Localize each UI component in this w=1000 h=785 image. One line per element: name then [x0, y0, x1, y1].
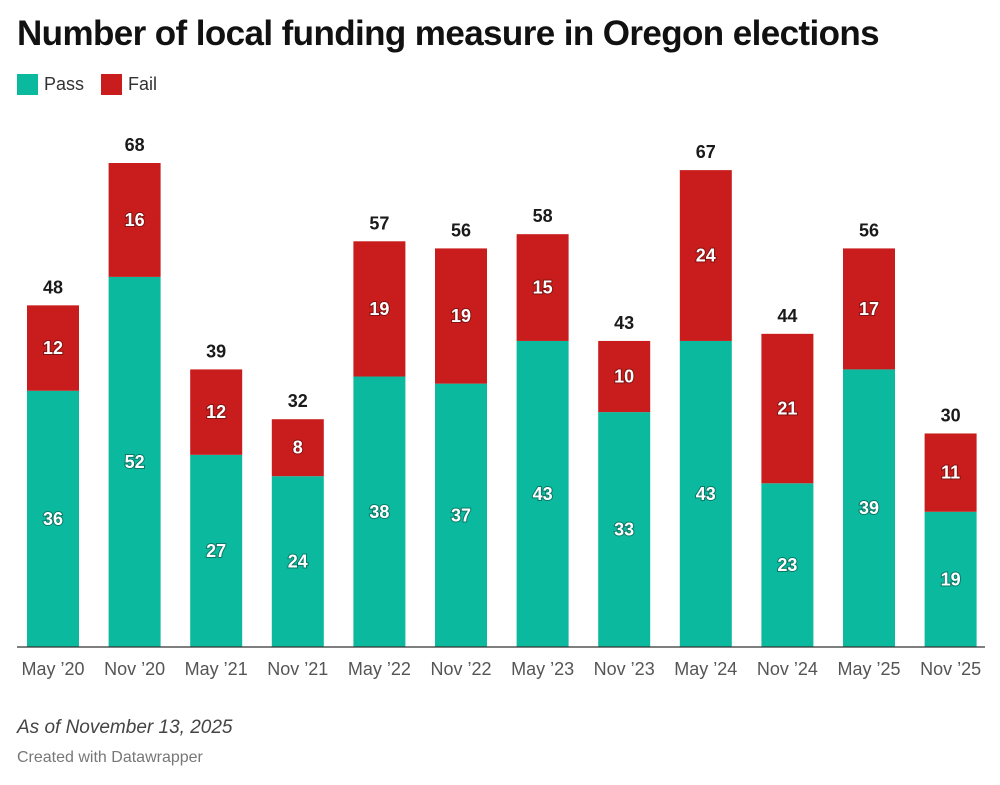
bar-fail [516, 234, 569, 341]
x-tick-label: May ’25 [837, 659, 900, 679]
bar-value-label-fail: 12 [43, 338, 63, 358]
bar-pass [924, 511, 977, 647]
bar-value-label-fail: 16 [125, 210, 145, 230]
bar-value-label-pass: 24 [288, 552, 308, 572]
x-tick-label: May ’24 [674, 659, 737, 679]
bar-value-label-pass: 33 [614, 520, 634, 540]
total-label: 44 [777, 306, 797, 326]
total-label: 56 [451, 220, 471, 240]
bar-value-label-fail: 17 [859, 299, 879, 319]
total-label: 43 [614, 313, 634, 333]
x-tick-label: May ’22 [348, 659, 411, 679]
bar-pass [190, 454, 243, 647]
bar-value-label-pass: 43 [533, 484, 553, 504]
bar-value-label-pass: 52 [125, 452, 145, 472]
bar-pass [435, 383, 487, 647]
x-tick-label: Nov ’22 [430, 659, 491, 679]
x-tick-label: Nov ’20 [104, 659, 165, 679]
bar-value-label-pass: 23 [777, 555, 797, 575]
bar-value-label-fail: 21 [777, 399, 797, 419]
legend-label-fail: Fail [128, 74, 158, 94]
total-label: 67 [696, 142, 716, 162]
legend-label-pass: Pass [44, 74, 85, 94]
bar-value-label-pass: 39 [859, 498, 879, 518]
x-tick-label: May ’23 [511, 659, 574, 679]
bar-value-label-fail: 10 [614, 367, 634, 387]
total-label: 32 [288, 391, 308, 411]
bar-pass [843, 369, 895, 647]
bar-value-label-pass: 27 [206, 541, 226, 561]
bar-pass [271, 476, 324, 647]
legend: Pass Fail [17, 74, 174, 95]
stacked-bar-chart: 36 12 48 May ’20 52 16 68 Nov ’20 27 12 39 May ’21 2… [17, 135, 985, 679]
x-tick-label: May ’21 [185, 659, 248, 679]
bar-fail [27, 305, 79, 391]
x-tick-label: May ’20 [21, 659, 84, 679]
total-label: 39 [206, 341, 226, 361]
bar-pass [598, 412, 651, 647]
bar-value-label-fail: 15 [533, 278, 553, 298]
bar-value-label-fail: 12 [206, 402, 226, 422]
total-label: 58 [533, 206, 553, 226]
legend-swatch-pass [17, 74, 38, 95]
bar-fail [598, 340, 651, 413]
legend-item-fail: Fail [101, 74, 157, 95]
legend-item-pass: Pass [17, 74, 84, 95]
bar-pass [27, 390, 79, 647]
bar-fail [924, 433, 977, 512]
x-tick-label: Nov ’24 [757, 659, 818, 679]
bar-fail [679, 170, 732, 341]
bar-value-label-fail: 19 [451, 306, 471, 326]
bar-fail [108, 163, 161, 277]
bar-pass [516, 340, 569, 647]
bar-pass [679, 340, 732, 647]
bar-fail [435, 248, 487, 384]
total-label: 30 [941, 405, 961, 425]
bar-fail [353, 241, 406, 377]
x-tick-label: Nov ’25 [920, 659, 981, 679]
bar-value-label-fail: 8 [293, 438, 303, 458]
bar-value-label-pass: 19 [941, 569, 961, 589]
bar-pass [761, 483, 814, 647]
chart-title: Number of local funding measure in Orego… [17, 14, 880, 53]
bar-value-label-pass: 37 [451, 505, 471, 525]
total-label: 48 [43, 277, 63, 297]
date-note: As of November 13, 2025 [17, 717, 233, 738]
bar-pass [353, 376, 406, 647]
bar-value-label-fail: 24 [696, 246, 716, 266]
x-tick-label: Nov ’23 [594, 659, 655, 679]
total-label: 56 [859, 220, 879, 240]
bar-value-label-fail: 11 [941, 463, 960, 483]
bar-value-label-pass: 38 [369, 502, 389, 522]
bar-fail [271, 419, 324, 477]
bar-pass [108, 276, 161, 647]
legend-swatch-fail [101, 74, 123, 95]
bar-fail [843, 248, 895, 370]
bar-value-label-pass: 43 [696, 484, 716, 504]
total-label: 57 [369, 213, 389, 233]
bar-fail [190, 369, 243, 455]
total-label: 68 [125, 135, 145, 155]
credit-line: Created with Datawrapper [17, 749, 203, 766]
x-tick-label: Nov ’21 [267, 659, 328, 679]
bar-value-label-pass: 36 [43, 509, 63, 529]
bar-fail [761, 333, 814, 484]
bar-value-label-fail: 19 [369, 299, 389, 319]
